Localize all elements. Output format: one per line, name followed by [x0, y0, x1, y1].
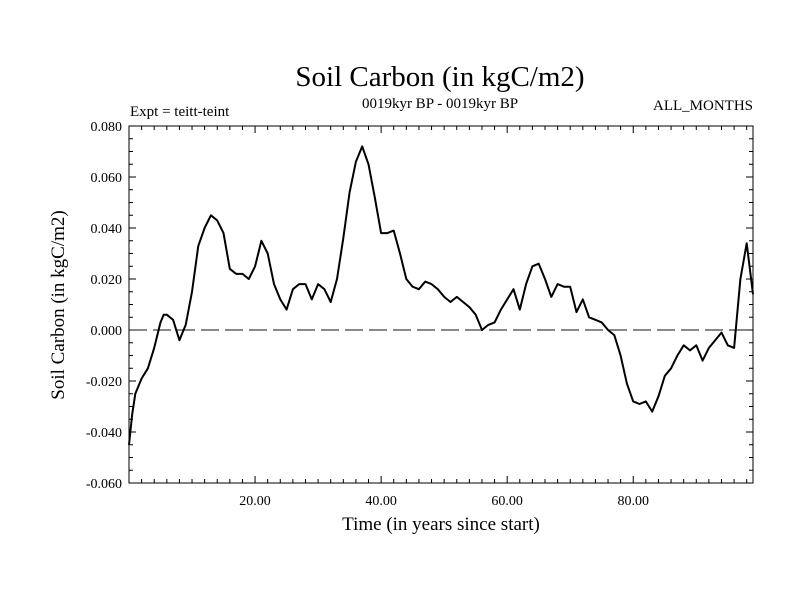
y-tick-label: 0.000 [91, 324, 123, 339]
x-axis-label: Time (in years since start) [342, 514, 540, 535]
x-tick-label: 80.00 [617, 494, 649, 509]
y-tick-label: 0.020 [91, 273, 123, 288]
y-tick-label: 0.040 [91, 222, 123, 237]
y-axis-label: Soil Carbon (in kgC/m2) [48, 210, 69, 399]
y-tick-label: -0.060 [86, 477, 122, 492]
x-tick-label: 60.00 [491, 494, 523, 509]
y-tick-label: -0.040 [86, 426, 122, 441]
x-tick-label: 20.00 [239, 494, 271, 509]
expt-label: Expt = teitt-teint [130, 104, 230, 120]
y-tick-label: 0.080 [91, 120, 123, 135]
series-line-soil-carbon [128, 145, 754, 445]
y-tick-label: 0.060 [91, 171, 123, 186]
plot-frame [128, 125, 754, 484]
chart-title: Soil Carbon (in kgC/m2) [295, 61, 584, 93]
x-tick-label: 40.00 [365, 494, 397, 509]
y-axis-ticks: -0.060 -0.040 -0.020 0.000 0.020 0.040 0.060 0.… [86, 120, 753, 492]
months-label: ALL_MONTHS [653, 98, 753, 114]
y-tick-label: -0.020 [86, 375, 122, 390]
x-axis-ticks: 20.00 40.00 60.00 80.00 [141, 126, 748, 509]
chart-subtitle: 0019kyr BP - 0019kyr BP [362, 96, 518, 112]
